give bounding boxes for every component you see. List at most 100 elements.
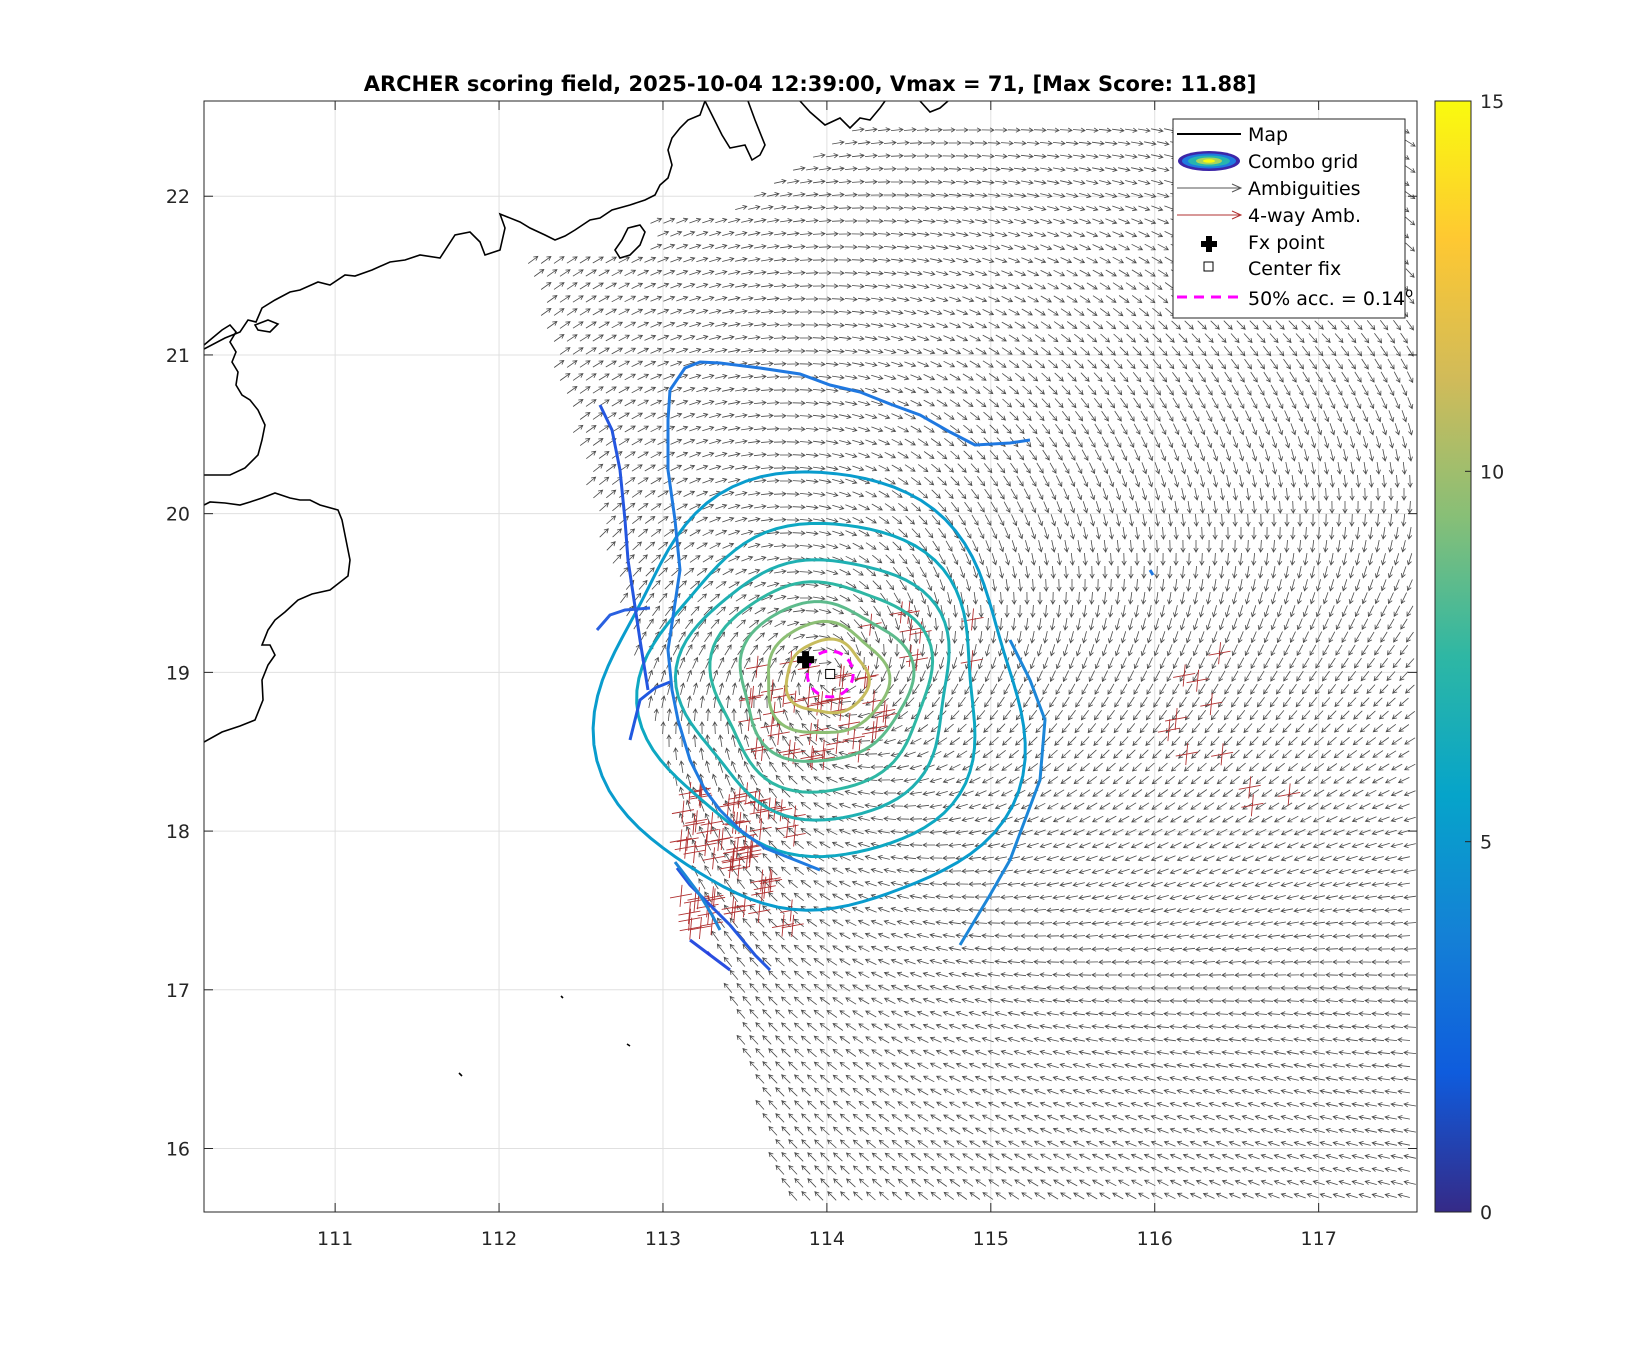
- ambiguity-vector: [553, 334, 565, 342]
- ambiguity-vector: [1163, 1063, 1176, 1069]
- ambiguity-vector: [1238, 423, 1245, 436]
- ambiguity-vector: [1377, 868, 1390, 874]
- four-way-ambiguity-vector: [1210, 743, 1234, 766]
- ambiguity-vector: [897, 1101, 909, 1109]
- ambiguity-vector: [936, 271, 949, 276]
- ambiguity-vector: [1397, 1115, 1410, 1121]
- ambiguity-vector: [820, 1126, 830, 1136]
- x-tick-label: 112: [481, 1228, 517, 1250]
- ambiguity-vector: [1241, 959, 1255, 965]
- ambiguity-vector: [896, 218, 910, 224]
- ambiguity-vector: [825, 205, 839, 211]
- ambiguity-vector: [715, 426, 728, 431]
- ambiguity-vector: [657, 360, 670, 367]
- ambiguity-vector: [715, 581, 727, 589]
- ambiguity-vector: [1273, 868, 1286, 875]
- ambiguity-vector: [1001, 270, 1014, 277]
- ambiguity-vector: [1117, 1127, 1130, 1134]
- ambiguity-vector: [736, 982, 746, 993]
- ambiguity-vector: [1195, 972, 1209, 978]
- ambiguity-vector: [1144, 243, 1157, 251]
- ambiguity-vector: [800, 801, 812, 810]
- ambiguity-vector: [858, 348, 871, 354]
- ambiguity-vector: [838, 205, 852, 211]
- ambiguity-vector: [546, 269, 558, 277]
- ambiguity-vector: [1104, 842, 1117, 849]
- ambiguity-vector: [1118, 243, 1131, 251]
- ambiguity-vector: [813, 1061, 824, 1071]
- ambiguity-vector: [644, 308, 657, 315]
- ambiguity-vector: [844, 919, 857, 927]
- ambiguity-vector: [1048, 359, 1059, 369]
- ambiguity-vector: [844, 712, 858, 718]
- ambiguity-vector: [651, 579, 661, 590]
- ambiguity-vector: [605, 386, 617, 394]
- ambiguity-vector: [780, 244, 793, 250]
- ambiguity-vector: [1176, 908, 1189, 913]
- ambiguity-vector: [922, 816, 936, 822]
- ambiguity-vector: [652, 605, 661, 617]
- ambiguity-vector: [851, 309, 865, 315]
- ambiguity-vector: [1378, 710, 1389, 720]
- ambiguity-vector: [1392, 684, 1402, 694]
- ambiguity-vector: [1131, 295, 1143, 304]
- ambiguity-vector: [1163, 1166, 1176, 1173]
- ambiguity-vector: [1088, 696, 1096, 708]
- ambiguity-vector: [598, 373, 610, 381]
- ambiguity-vector: [1007, 959, 1021, 965]
- ambiguity-vector: [871, 1152, 882, 1162]
- ambiguity-vector: [943, 205, 956, 211]
- ambiguity-vector: [899, 579, 907, 591]
- ambiguity-vector: [1208, 1024, 1222, 1030]
- ambiguity-vector: [982, 232, 995, 237]
- ambiguity-vector: [1404, 710, 1416, 720]
- ambiguity-vector: [832, 608, 845, 615]
- ambiguity-vector: [715, 400, 728, 405]
- ambiguity-vector: [930, 153, 943, 159]
- ambiguity-vector: [1309, 670, 1317, 682]
- ambiguity-vector: [1042, 657, 1049, 670]
- ambiguity-vector: [905, 697, 915, 707]
- ambiguity-vector: [982, 750, 994, 758]
- ambiguity-vector: [1336, 487, 1342, 501]
- ambiguity-vector: [961, 1075, 974, 1082]
- ambiguity-vector: [1057, 527, 1062, 540]
- y-tick-label: 21: [166, 345, 190, 367]
- ambiguity-vector: [806, 1022, 817, 1032]
- ambiguity-vector: [1002, 710, 1012, 721]
- ambiguity-vector: [786, 309, 800, 315]
- ambiguity-vector: [1206, 436, 1213, 449]
- ambiguity-vector: [1403, 1050, 1417, 1056]
- ambiguity-vector: [792, 530, 806, 536]
- ambiguity-vector: [699, 747, 705, 760]
- ambiguity-vector: [1154, 462, 1161, 475]
- ambiguity-vector: [1117, 1076, 1130, 1081]
- ambiguity-vector: [871, 1101, 883, 1109]
- ambiguity-vector: [1163, 1037, 1176, 1043]
- ambiguity-vector: [1085, 933, 1099, 939]
- ambiguity-vector: [683, 542, 695, 550]
- ambiguity-vector: [1065, 842, 1078, 849]
- ambiguity-vector: [657, 490, 669, 498]
- ambiguity-vector: [981, 1114, 994, 1122]
- ambiguity-vector: [1035, 359, 1046, 369]
- ambiguity-vector: [631, 360, 644, 368]
- ambiguity-vector: [805, 582, 819, 588]
- ambiguity-vector: [1177, 802, 1189, 810]
- ambiguity-vector: [917, 284, 930, 289]
- ambiguity-vector: [1059, 1166, 1072, 1174]
- ambiguity-vector: [1035, 385, 1045, 395]
- ambiguity-vector: [1277, 579, 1282, 592]
- ambiguity-vector: [1108, 605, 1114, 618]
- ambiguity-vector: [1169, 895, 1182, 901]
- ambiguity-vector: [944, 696, 953, 708]
- ambiguity-vector: [1195, 998, 1209, 1004]
- ambiguity-vector: [1182, 972, 1196, 978]
- ambiguity-vector: [1264, 552, 1270, 566]
- ambiguity-vector: [857, 893, 870, 900]
- ambiguity-vector: [679, 760, 685, 773]
- ambiguity-vector: [1384, 1089, 1397, 1095]
- ambiguity-vector: [1347, 697, 1357, 708]
- ambiguity-vector: [955, 1036, 968, 1043]
- ambiguity-vector: [1212, 475, 1218, 488]
